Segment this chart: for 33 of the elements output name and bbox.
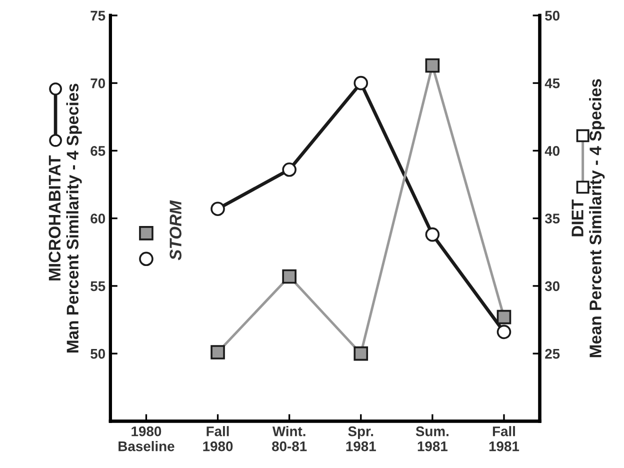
point <box>354 76 368 90</box>
y-tick-label: 70 <box>90 78 106 88</box>
point <box>210 202 225 216</box>
point <box>282 269 296 284</box>
point <box>139 226 154 240</box>
point <box>282 162 296 177</box>
y2-tick-label: 50 <box>545 10 560 21</box>
point <box>425 58 440 73</box>
y-tick-label: 55 <box>90 281 106 292</box>
y-tick-label: 50 <box>90 348 106 359</box>
y2-tick-label: 25 <box>545 348 560 359</box>
point <box>210 345 225 360</box>
x-tick-label: Wint. 80-81 <box>272 426 307 452</box>
y-axis-title: MICROHABITAT Man Percent Similarity - 4 Species <box>48 84 82 352</box>
y2-tick-label: 30 <box>544 281 560 292</box>
y-tick-label: 65 <box>90 146 106 156</box>
y2-tick-label: 40 <box>544 146 560 156</box>
y2-tick-label: 35 <box>544 214 560 224</box>
x-tick-label: Spr. 1981 <box>346 426 376 452</box>
x-tick-label: 1980 Baseline <box>118 426 174 452</box>
x-tick-label: Fall 1981 <box>489 426 520 452</box>
point <box>139 252 154 266</box>
point <box>496 310 512 324</box>
x-tick-label: Sum. 1981 <box>416 426 448 452</box>
y-tick-label: 60 <box>90 214 106 224</box>
y2-tick-label: 45 <box>544 78 560 88</box>
point <box>354 346 368 361</box>
y-tick-label: 75 <box>90 10 106 21</box>
y2-axis-title: DIET Mean Percent Similarity - 4 Species <box>572 79 605 358</box>
x-tick-label: Fall 1980 <box>203 426 233 452</box>
point <box>425 227 440 242</box>
annotation: STORM <box>170 200 182 260</box>
point <box>496 324 512 340</box>
